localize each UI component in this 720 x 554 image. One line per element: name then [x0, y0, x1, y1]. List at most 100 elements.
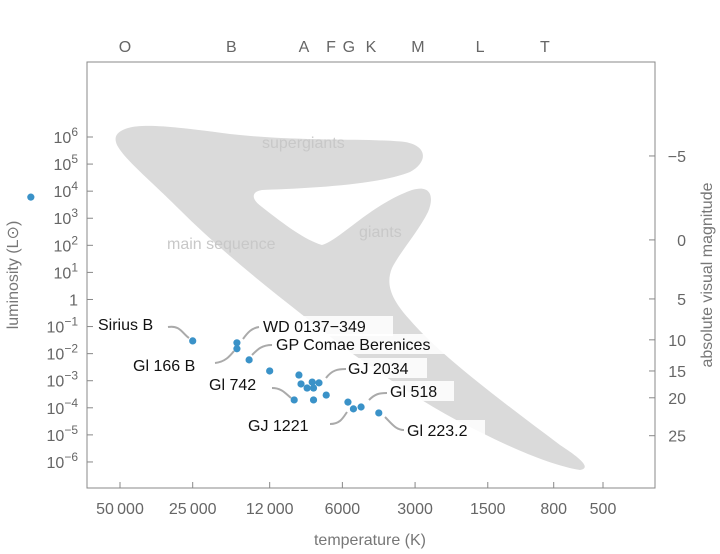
- x-tick-label: 25 000: [169, 501, 217, 518]
- star-point: [290, 396, 298, 404]
- y-tick-label: 10−6: [47, 450, 79, 472]
- y-tick-label: 102: [54, 233, 79, 255]
- y-tick-base: 10: [47, 455, 65, 472]
- spectral-class-label: B: [226, 39, 237, 56]
- star-point: [357, 403, 365, 411]
- x-tick-label: 50 000: [96, 501, 144, 518]
- y-tick-base: 10: [54, 184, 72, 201]
- x-tick-label: 6000: [325, 501, 361, 518]
- leader-gj-1221: [329, 411, 348, 425]
- y-tick-exponent: 3: [71, 206, 78, 220]
- y-tick-label: 10−2: [47, 342, 79, 364]
- star-point: [233, 339, 241, 347]
- star-point: [349, 405, 358, 413]
- star-point: [322, 391, 330, 399]
- y-tick-exponent: −2: [64, 342, 78, 356]
- y-tick-base: 10: [47, 374, 65, 391]
- y-tick-base: 10: [54, 238, 72, 255]
- region-label-giants: giants: [359, 224, 402, 241]
- star-point: [315, 379, 323, 387]
- y-tick-exponent: 2: [71, 233, 78, 247]
- y-tick-label: 1: [69, 292, 78, 309]
- star-point: [245, 356, 253, 364]
- spectral-class-label: G: [343, 39, 355, 56]
- x-axis-title: temperature (K): [314, 532, 426, 549]
- label-gj-2034: GJ 2034: [348, 361, 409, 378]
- y-tick-label: 104: [54, 179, 79, 201]
- y-tick-label: 103: [54, 206, 79, 228]
- magnitude-tick-label: 25: [668, 429, 686, 446]
- y-tick-label: 105: [54, 152, 79, 174]
- star-point: [233, 345, 241, 353]
- star-point: [266, 367, 274, 375]
- label-gl-518: Gl 518: [390, 384, 437, 401]
- star-point: [27, 193, 35, 201]
- leader-gl-166b: [214, 350, 235, 364]
- spectral-class-label: L: [476, 39, 485, 56]
- y-tick-label: 101: [54, 260, 79, 282]
- x-tick-label: 12 000: [246, 501, 294, 518]
- label-gl-742: Gl 742: [209, 377, 256, 394]
- magnitude-tick-label: 15: [668, 364, 686, 381]
- star-point: [303, 384, 311, 392]
- y-tick-base: 10: [47, 401, 65, 418]
- star-point: [295, 371, 303, 379]
- y-tick-exponent: 1: [71, 260, 78, 274]
- star-point: [309, 396, 318, 404]
- y-tick-base: 10: [54, 265, 72, 282]
- leader-gp-comae: [251, 344, 273, 356]
- y-tick-label: 10−1: [47, 315, 79, 337]
- y-tick-exponent: −4: [64, 396, 78, 410]
- label-gl-223-2: Gl 223.2: [407, 423, 468, 440]
- x-tick-label: 3000: [397, 501, 433, 518]
- magnitude-tick-label: 0: [677, 233, 686, 250]
- leader-gl-223-2: [384, 416, 405, 431]
- star-point: [344, 398, 352, 406]
- spectral-class-label: M: [411, 39, 424, 56]
- leader-wd-0137: [242, 326, 260, 340]
- x-tick-label: 800: [540, 501, 567, 518]
- plot-frame: [86, 61, 656, 489]
- y-tick-exponent: 6: [71, 125, 78, 139]
- y-tick-base: 10: [54, 211, 72, 228]
- x-tick-label: 500: [590, 501, 617, 518]
- label-sirius-b: Sirius B: [98, 317, 153, 334]
- magnitude-tick-label: 20: [668, 391, 686, 408]
- spectral-class-label: F: [326, 39, 336, 56]
- label-gp-comae-berenices: GP Comae Berenices: [276, 337, 430, 354]
- y-tick-label: 106: [54, 125, 79, 147]
- y-tick-label: 10−3: [47, 369, 79, 391]
- y-tick-exponent: −3: [64, 369, 78, 383]
- magnitude-tick-label: −5: [668, 149, 686, 166]
- label-wd-0137-349: WD 0137−349: [263, 319, 366, 336]
- label-gl-166-b: Gl 166 B: [133, 358, 195, 375]
- leader-gl-742: [271, 387, 292, 399]
- y-axis-title: luminosity (L⊙): [5, 221, 22, 330]
- star-point: [189, 337, 197, 345]
- y-tick-exponent: −5: [64, 423, 78, 437]
- y-tick-exponent: −1: [64, 315, 78, 329]
- leader-gl-518: [368, 392, 388, 401]
- leader-sirius-b: [167, 325, 190, 339]
- y-tick-base: 1: [69, 292, 78, 309]
- region-label-main-sequence: main sequence: [167, 236, 276, 253]
- y-tick-base: 10: [47, 428, 65, 445]
- x-tick-label: 1500: [470, 501, 506, 518]
- star-point: [375, 409, 383, 417]
- y-tick-label: 10−4: [47, 396, 79, 418]
- region-label-supergiants: supergiants: [262, 135, 345, 152]
- y-tick-label: 10−5: [47, 423, 79, 445]
- y-tick-exponent: 4: [71, 179, 78, 193]
- spectral-class-label: K: [366, 39, 377, 56]
- y-tick-base: 10: [54, 157, 72, 174]
- magnitude-tick-label: 10: [668, 333, 686, 350]
- y2-axis-title: absolute visual magnitude: [699, 182, 716, 367]
- spectral-class-label: A: [299, 39, 310, 56]
- spectral-class-label: O: [119, 39, 131, 56]
- star-point: [309, 384, 318, 392]
- magnitude-tick-label: 5: [677, 292, 686, 309]
- y-tick-base: 10: [47, 320, 65, 337]
- y-tick-exponent: −6: [64, 450, 78, 464]
- y-tick-exponent: 5: [71, 152, 78, 166]
